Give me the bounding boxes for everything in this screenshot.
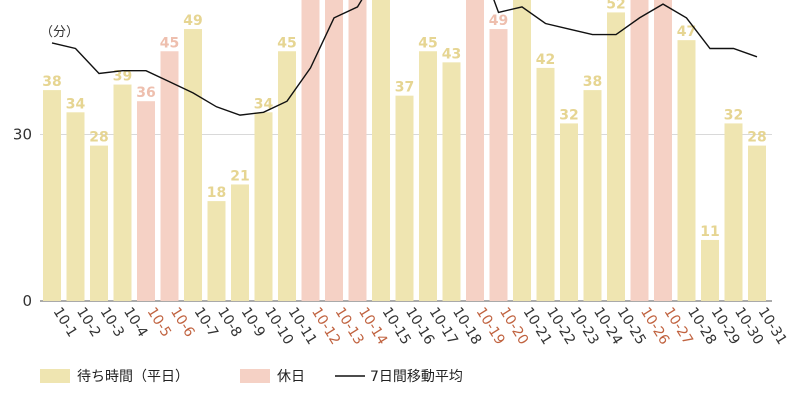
bar bbox=[207, 201, 226, 301]
bar bbox=[372, 0, 390, 301]
y-axis-ticks: 0306090 bbox=[13, 126, 32, 311]
bar bbox=[43, 90, 61, 301]
data-label: 34 bbox=[66, 96, 86, 112]
bar bbox=[442, 62, 461, 301]
bar bbox=[278, 51, 296, 301]
bar bbox=[137, 101, 155, 301]
data-label: 37 bbox=[395, 80, 414, 96]
bar bbox=[583, 90, 602, 301]
x-tick-label: 10-5 bbox=[144, 305, 174, 340]
data-label: 49 bbox=[489, 13, 508, 29]
bar bbox=[254, 112, 273, 301]
x-tick-label: 10-6 bbox=[167, 305, 197, 341]
data-label: 52 bbox=[606, 0, 625, 12]
bar bbox=[607, 12, 625, 302]
bar bbox=[748, 145, 766, 301]
data-label: 45 bbox=[418, 35, 437, 51]
bar bbox=[701, 239, 719, 301]
data-label: 36 bbox=[136, 85, 155, 101]
data-label: 11 bbox=[700, 224, 719, 240]
legend-label-weekday: 待ち時間（平日） bbox=[77, 369, 189, 385]
bar bbox=[724, 123, 743, 302]
data-label: 34 bbox=[254, 96, 274, 112]
bar bbox=[630, 0, 649, 301]
bar bbox=[466, 0, 484, 301]
bars bbox=[43, 0, 766, 302]
y-axis-unit-label: （分） bbox=[40, 25, 79, 40]
x-tick-label: 10-9 bbox=[238, 305, 268, 340]
x-tick-label: 10-3 bbox=[97, 305, 127, 340]
x-tick-label: 10-1 bbox=[50, 305, 80, 340]
data-labels: 3834283936454918213445656670374543604974… bbox=[42, 0, 766, 240]
moving-average-line bbox=[51, 0, 758, 116]
bar bbox=[654, 0, 672, 302]
bar bbox=[301, 0, 320, 301]
x-tick-label: 10-2 bbox=[73, 305, 103, 340]
bar bbox=[560, 123, 578, 302]
bar bbox=[395, 95, 414, 302]
bar bbox=[348, 0, 367, 301]
data-label: 28 bbox=[89, 130, 108, 146]
data-label: 38 bbox=[42, 74, 61, 90]
bar bbox=[90, 145, 108, 301]
legend-swatch-holiday bbox=[240, 369, 270, 383]
data-label: 39 bbox=[113, 69, 132, 85]
x-axis-labels: 10-110-210-310-410-510-610-710-810-910-1… bbox=[50, 305, 790, 348]
data-label: 45 bbox=[277, 35, 296, 51]
x-tick-label: 10-8 bbox=[214, 305, 244, 340]
legend-label-moving-average: 7日間移動平均 bbox=[370, 369, 463, 385]
x-tick-label: 10-7 bbox=[191, 305, 221, 340]
data-label: 21 bbox=[230, 168, 249, 184]
data-label: 18 bbox=[207, 185, 226, 201]
data-label: 43 bbox=[442, 46, 461, 62]
bar bbox=[677, 40, 696, 302]
bar bbox=[66, 112, 85, 301]
y-tick-label: 30 bbox=[13, 126, 32, 144]
x-tick-label: 10-4 bbox=[120, 305, 150, 341]
legend-swatch-weekday bbox=[40, 369, 70, 383]
bar bbox=[536, 67, 555, 302]
data-label: 32 bbox=[559, 107, 578, 123]
data-label: 28 bbox=[747, 130, 766, 146]
y-tick-label: 0 bbox=[22, 292, 32, 310]
bar bbox=[325, 0, 343, 301]
bar bbox=[231, 184, 249, 301]
bar bbox=[184, 29, 202, 302]
legend-label-holiday: 休日 bbox=[277, 369, 305, 385]
bar bbox=[513, 0, 531, 302]
data-label: 38 bbox=[583, 74, 602, 90]
data-label: 45 bbox=[160, 35, 179, 51]
bar bbox=[113, 84, 132, 301]
bar bbox=[160, 51, 179, 301]
data-label: 49 bbox=[183, 13, 202, 29]
data-label: 32 bbox=[724, 107, 743, 123]
bar bbox=[489, 29, 508, 302]
bar bbox=[419, 51, 437, 301]
data-label: 47 bbox=[677, 24, 696, 40]
legend: 待ち時間（平日） 休日 7日間移動平均 bbox=[40, 369, 463, 385]
data-label: 42 bbox=[536, 52, 555, 68]
